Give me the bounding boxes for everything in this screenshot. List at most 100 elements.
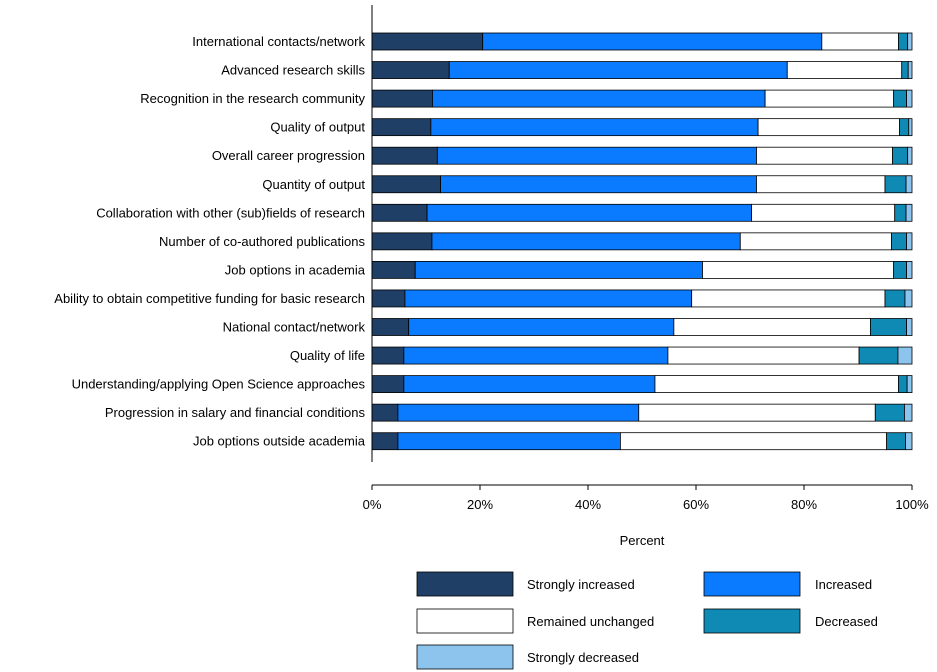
bar-segment-remained-unchanged [751,203,896,222]
bar-segment-strongly-increased [371,89,433,108]
legend-label: Strongly increased [527,577,635,592]
bar-segment-decreased [858,346,899,365]
legend-swatch [416,571,514,597]
legend-label: Increased [815,577,872,592]
bar-segment-increased [414,260,703,279]
bar-segment-strongly-decreased [907,32,913,51]
category-label: International contacts/network [192,34,365,49]
bar-segment-strongly-decreased [907,61,913,79]
bar-segment-strongly-increased [371,318,410,336]
legend-label: Strongly decreased [527,650,639,665]
x-tick-label: 100% [895,497,929,512]
category-label: Recognition in the research community [140,91,365,106]
bar-segment-strongly-decreased [908,118,913,137]
bar-segment-strongly-increased [371,118,432,137]
bar-segment-strongly-increased [371,346,405,365]
legend: Strongly increased Increased Remained unch… [416,571,878,670]
bar-segment-decreased [892,146,909,165]
bar-segment-strongly-decreased [906,260,913,279]
bar-segment-remained-unchanged [786,61,903,79]
bar-segment-decreased [884,175,907,194]
bar-segment-strongly-increased [371,375,405,394]
legend-swatch [703,608,801,634]
x-tick-label: 20% [467,497,493,512]
bar-segment-strongly-increased [371,146,438,165]
bar-segment-remained-unchanged [702,260,895,279]
bar-segment-strongly-increased [371,175,441,194]
category-label: Quality of life [290,348,365,363]
bar-segment-increased [397,403,640,422]
bar-segment-decreased [901,61,909,79]
legend-swatch [703,571,801,597]
bar-segment-increased [408,318,675,336]
bar-segment-decreased [874,403,905,422]
bar-segment-increased [404,289,693,308]
bar-segment-decreased [870,318,907,336]
bar-segment-remained-unchanged [756,146,893,165]
bar-segment-increased [440,175,757,194]
bar-segment-strongly-decreased [904,403,913,422]
bar-segment-strongly-decreased [906,89,913,108]
bar-segment-remained-unchanged [638,403,876,422]
bar-segment-remained-unchanged [654,375,899,394]
bar-segment-remained-unchanged [821,32,899,51]
bar-segment-strongly-increased [371,432,399,451]
bar-segment-strongly-decreased [906,318,913,336]
category-label: Overall career progression [212,148,365,163]
bar-segment-increased [482,32,823,51]
bar-segment-decreased [891,232,907,251]
bar-segment-strongly-increased [371,32,484,51]
bar-segment-strongly-increased [371,289,406,308]
bar-segment-strongly-decreased [907,146,913,165]
category-label: Quantity of output [262,177,365,192]
x-tick-label: 0% [363,497,382,512]
bar-segment-decreased [893,260,908,279]
bar-segment-strongly-increased [371,203,428,222]
bar-segment-increased [436,146,757,165]
bar-segment-strongly-decreased [905,175,913,194]
bar-segment-decreased [893,89,908,108]
bar-segment-remained-unchanged [757,118,900,137]
bar-segment-strongly-decreased [904,289,913,308]
bar-segment-remained-unchanged [667,346,860,365]
category-label: Advanced research skills [221,63,365,78]
bar-segment-decreased [898,32,909,51]
x-axis-label: Percent [620,533,665,548]
category-label: Quality of output [270,120,365,135]
legend-swatch [416,608,514,634]
category-label: Ability to obtain competitive funding fo… [54,291,365,306]
category-label: National contact/network [223,320,366,335]
bar-segment-strongly-increased [371,403,399,422]
bars-layer [371,32,913,451]
bar-segment-decreased [899,118,910,137]
bar-segment-decreased [886,432,906,451]
bar-segment-remained-unchanged [620,432,888,451]
bar-segment-remained-unchanged [739,232,892,251]
x-tick-label: 40% [575,497,601,512]
bar-segment-increased [431,232,741,251]
bar-segment-decreased [884,289,906,308]
bar-segment-strongly-decreased [905,432,913,451]
bar-segment-increased [448,61,788,79]
bar-segment-remained-unchanged [691,289,886,308]
bar-segment-strongly-increased [371,61,450,79]
bar-segment-decreased [898,375,908,394]
bar-segment-remained-unchanged [673,318,871,336]
bar-segment-strongly-decreased [905,203,913,222]
category-label: Collaboration with other (sub)fields of … [96,205,365,220]
category-labels: International contacts/network Advanced r… [54,34,365,449]
bar-segment-increased [403,346,669,365]
bar-segment-strongly-decreased [906,232,913,251]
x-ticks: 0% 20% 40% 60% 80% 100% [363,485,929,512]
legend-label: Decreased [815,614,878,629]
x-tick-label: 60% [683,497,709,512]
category-label: Progression in salary and financial cond… [105,405,366,420]
category-label: Job options in academia [225,262,366,277]
bar-segment-strongly-decreased [897,346,913,365]
bar-segment-increased [426,203,753,222]
bar-segment-increased [397,432,621,451]
bar-segment-increased [430,118,759,137]
legend-swatch [416,644,514,670]
category-label: Number of co-authored publications [159,234,365,249]
bar-segment-strongly-increased [371,260,416,279]
